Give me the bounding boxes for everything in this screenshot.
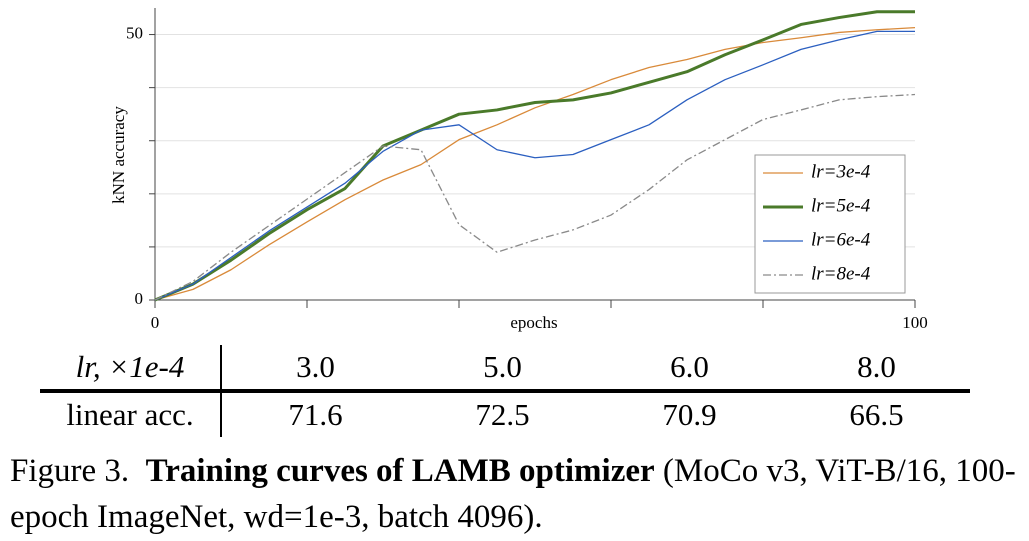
legend-box <box>754 154 906 294</box>
legend-label: lr=6e-4 <box>811 229 871 250</box>
legend-label: lr=8e-4 <box>811 263 871 284</box>
header-cell: 6.0 <box>670 349 709 384</box>
cell: 66.5 <box>849 397 904 432</box>
table-row: linear acc. 71.6 72.5 70.9 66.5 <box>40 391 970 437</box>
cell: 71.6 <box>288 397 343 432</box>
caption-label: Figure 3. <box>10 453 130 489</box>
header-cell: 8.0 <box>857 349 896 384</box>
y-axis-label: kNN accuracy <box>109 106 128 204</box>
results-table: lr, ×1e-4 3.0 5.0 6.0 8.0 linear acc. 71… <box>40 345 970 437</box>
x-tick-label: 100 <box>902 313 928 332</box>
line-series <box>154 26 916 301</box>
cell: linear acc. <box>40 391 222 437</box>
x-axis-label: epochs <box>510 313 557 332</box>
line-series <box>154 30 915 301</box>
header-cell: 5.0 <box>483 349 522 384</box>
chart: epochs kNN accuracy 0 50 0 100 lr=3e-4 lr=5e-… <box>109 8 928 332</box>
header-cell: lr, ×1e-4 <box>40 345 222 391</box>
cell: 70.9 <box>662 397 717 432</box>
table-header: lr, ×1e-4 3.0 5.0 6.0 8.0 <box>40 345 970 391</box>
y-tick-label: 0 <box>135 289 144 308</box>
line-series <box>154 10 915 302</box>
y-tick-label: 50 <box>126 23 143 42</box>
cell: 72.5 <box>475 397 530 432</box>
header-cell: 3.0 <box>296 349 335 384</box>
x-tick-label: 0 <box>151 313 160 332</box>
caption-title: Training curves of LAMB optimizer <box>145 453 655 489</box>
legend-label: lr=5e-4 <box>811 195 871 216</box>
caption: Figure 3. Training curves of LAMB optimi… <box>10 448 1025 540</box>
legend-label: lr=3e-4 <box>811 161 871 182</box>
caption-text: (MoCo v3, ViT-B/16, 100-epoch ImageNet, … <box>10 453 1016 535</box>
line-series <box>154 93 916 301</box>
